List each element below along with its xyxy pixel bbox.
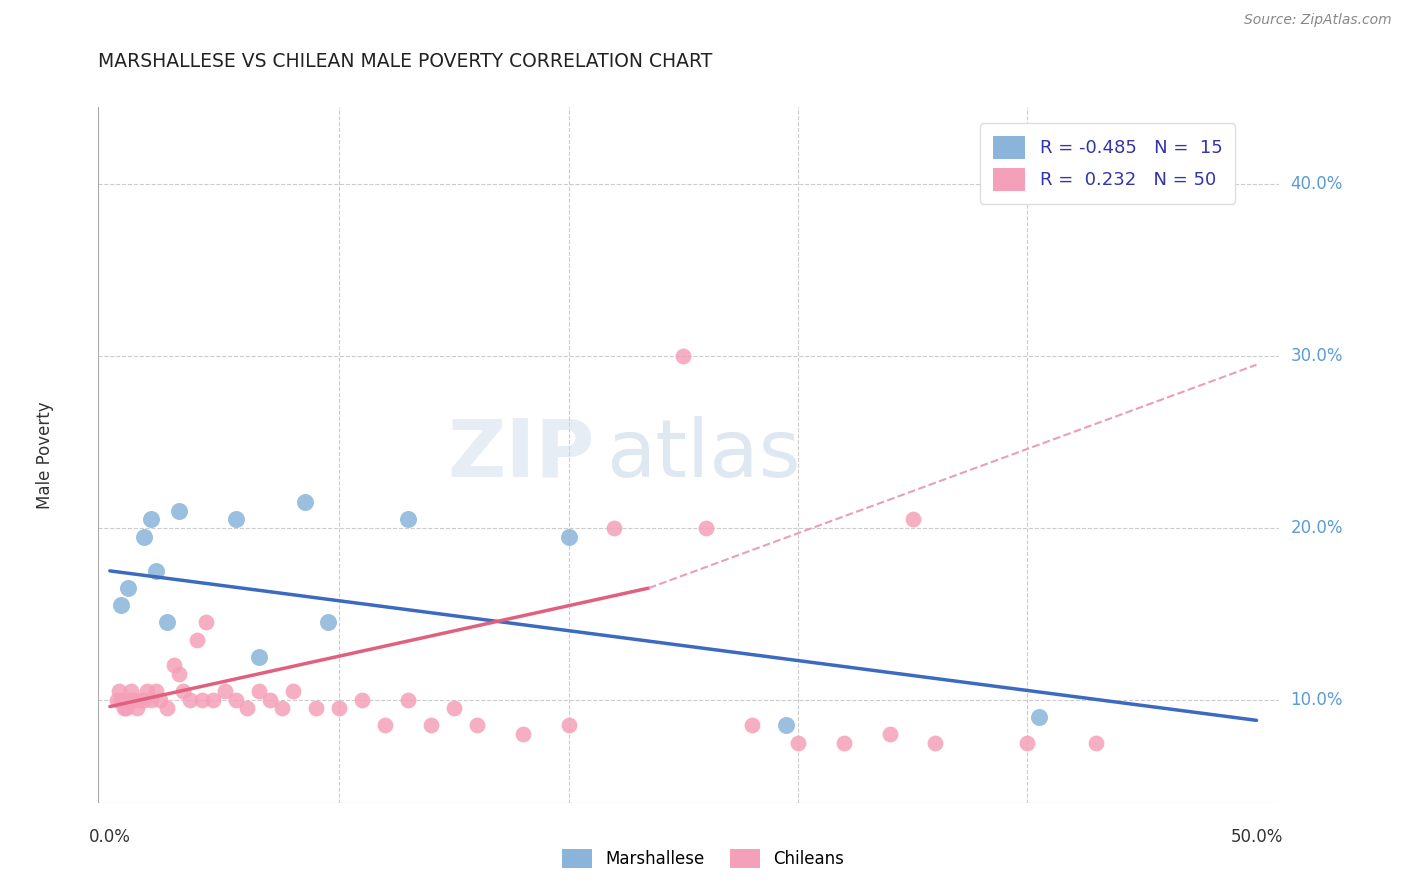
Point <box>172 684 194 698</box>
Point <box>557 718 579 732</box>
Point <box>236 701 259 715</box>
Text: 30.0%: 30.0% <box>1291 347 1343 365</box>
Text: MARSHALLESE VS CHILEAN MALE POVERTY CORRELATION CHART: MARSHALLESE VS CHILEAN MALE POVERTY CORR… <box>98 53 713 71</box>
Point <box>316 615 339 630</box>
Point <box>135 684 157 698</box>
Text: 20.0%: 20.0% <box>1291 519 1343 537</box>
Text: ZIP: ZIP <box>447 416 595 494</box>
Point <box>1028 710 1050 724</box>
Point <box>328 701 350 715</box>
Point <box>225 512 247 526</box>
Point <box>120 684 142 698</box>
Point <box>512 727 534 741</box>
Point <box>156 615 179 630</box>
Point <box>283 684 305 698</box>
Point <box>186 632 208 647</box>
Point <box>179 692 201 706</box>
Point <box>270 701 292 715</box>
Point <box>156 701 179 715</box>
Point <box>396 512 419 526</box>
Point <box>247 649 270 664</box>
Point <box>145 684 167 698</box>
Point <box>163 658 186 673</box>
Point <box>121 692 143 706</box>
Point <box>901 512 924 526</box>
Point <box>117 581 139 595</box>
Point <box>108 684 131 698</box>
Point <box>141 512 163 526</box>
Point <box>112 701 135 715</box>
Point <box>879 727 901 741</box>
Point <box>141 692 163 706</box>
Point <box>695 521 717 535</box>
Point <box>115 701 138 715</box>
Point <box>202 692 225 706</box>
Point <box>924 736 946 750</box>
Text: Male Poverty: Male Poverty <box>37 401 55 508</box>
Point <box>557 529 579 543</box>
Point <box>672 349 695 363</box>
Point <box>352 692 374 706</box>
Point <box>786 736 808 750</box>
Point <box>195 615 218 630</box>
Legend: Marshallese, Chileans: Marshallese, Chileans <box>555 842 851 875</box>
Point <box>167 667 190 681</box>
Point <box>190 692 212 706</box>
Point <box>214 684 236 698</box>
Text: 10.0%: 10.0% <box>1291 690 1343 709</box>
Point <box>259 692 281 706</box>
Point <box>105 692 128 706</box>
Point <box>443 701 465 715</box>
Point <box>396 692 419 706</box>
Point <box>110 599 132 613</box>
Point <box>775 718 797 732</box>
Point <box>117 692 139 706</box>
Text: Source: ZipAtlas.com: Source: ZipAtlas.com <box>1244 13 1392 28</box>
Point <box>149 692 172 706</box>
Point <box>128 692 150 706</box>
Point <box>420 718 443 732</box>
Text: atlas: atlas <box>606 416 800 494</box>
Point <box>167 504 190 518</box>
Point <box>603 521 626 535</box>
Point <box>1085 736 1108 750</box>
Point <box>305 701 328 715</box>
Point <box>465 718 488 732</box>
Point <box>134 529 156 543</box>
Text: 40.0%: 40.0% <box>1291 176 1343 194</box>
Point <box>374 718 396 732</box>
Point <box>145 564 167 578</box>
Point <box>1017 736 1039 750</box>
Legend: R = -0.485   N =  15, R =  0.232   N = 50: R = -0.485 N = 15, R = 0.232 N = 50 <box>980 123 1234 203</box>
Text: 0.0%: 0.0% <box>89 828 131 846</box>
Point <box>134 692 156 706</box>
Text: 50.0%: 50.0% <box>1230 828 1282 846</box>
Point <box>225 692 247 706</box>
Point <box>110 692 132 706</box>
Point <box>127 701 149 715</box>
Point <box>294 495 316 509</box>
Point <box>741 718 763 732</box>
Point <box>247 684 270 698</box>
Point <box>832 736 855 750</box>
